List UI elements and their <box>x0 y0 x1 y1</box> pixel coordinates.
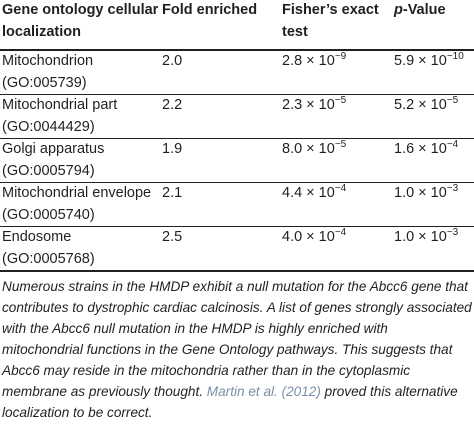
sci-base: 1.0 × 10 <box>394 185 447 201</box>
sci-exp: −3 <box>446 183 459 194</box>
table-row: Mitochondrial envelope (GO:0005740) 2.1 4.4… <box>0 182 474 227</box>
table-row: Mitochondrion (GO:005739) 2.0 2.8 × 10−9 5.9… <box>0 50 474 95</box>
term: Golgi apparatus <box>2 141 105 157</box>
p-cell: 1.0 × 10−3 <box>392 226 474 272</box>
term-cell: Endosome (GO:0005768) <box>0 226 160 272</box>
fold-cell: 2.5 <box>160 226 280 272</box>
sci-base: 2.3 × 10 <box>282 97 335 113</box>
sci-base: 8.0 × 10 <box>282 141 335 157</box>
sci-exp: −4 <box>334 183 347 194</box>
sci-base: 1.0 × 10 <box>394 229 447 245</box>
p-cell: 1.6 × 10−4 <box>392 138 474 183</box>
sci-base: 1.6 × 10 <box>394 141 447 157</box>
go-id: (GO:0044429) <box>2 118 95 135</box>
fold-cell: 2.0 <box>160 50 280 95</box>
sci-exp: −5 <box>446 95 459 106</box>
caption-text-end: proved this alternative localization to … <box>2 384 458 420</box>
header-text: -Value <box>402 2 446 18</box>
term-cell: Mitochondrial envelope (GO:0005740) <box>0 182 160 227</box>
sci-exp: −10 <box>446 51 464 62</box>
fisher-cell: 2.3 × 10−5 <box>280 94 392 139</box>
fisher-cell: 4.0 × 10−4 <box>280 226 392 272</box>
table-row: Golgi apparatus (GO:0005794) 1.9 8.0 × 10−5… <box>0 138 474 183</box>
table-row: Endosome (GO:0005768) 2.5 4.0 × 10−4 1.0 × 1… <box>0 226 474 272</box>
term-cell: Golgi apparatus (GO:0005794) <box>0 138 160 183</box>
header-cell: Gene ontology cellular localization <box>0 0 160 51</box>
sci-exp: −9 <box>334 51 347 62</box>
fold-cell: 2.2 <box>160 94 280 139</box>
term-cell: Mitochondrial part (GO:0044429) <box>0 94 160 139</box>
table-row: Mitochondrial part (GO:0044429) 2.2 2.3 × 1… <box>0 94 474 139</box>
header-cell: Fisher’s exact test <box>280 0 392 51</box>
sci-base: 5.2 × 10 <box>394 97 447 113</box>
go-id: (GO:0005794) <box>2 162 95 179</box>
sci-base: 5.9 × 10 <box>394 53 447 69</box>
header-cell: Fold enriched <box>160 0 280 51</box>
sci-base: 2.8 × 10 <box>282 53 335 69</box>
sci-exp: −3 <box>446 227 459 238</box>
table-body: Mitochondrion (GO:005739) 2.0 2.8 × 10−9 5.9… <box>0 50 474 272</box>
header-italic: p <box>394 2 403 18</box>
go-id: (GO:005739) <box>2 74 87 91</box>
sci-base: 4.4 × 10 <box>282 185 335 201</box>
header-row: Gene ontology cellular localization Fold … <box>0 0 474 51</box>
term: Mitochondrion <box>2 53 94 69</box>
caption: Numerous strains in the HMDP exhibit a n… <box>0 276 474 423</box>
p-cell: 5.9 × 10−10 <box>392 50 474 95</box>
sci-exp: −4 <box>334 227 347 238</box>
term: Mitochondrial part <box>2 97 118 113</box>
term: Endosome <box>2 229 72 245</box>
sci-base: 4.0 × 10 <box>282 229 335 245</box>
header-cell: p-Value <box>392 0 474 51</box>
caption-link[interactable]: Martin et al. (2012) <box>206 384 321 399</box>
fisher-cell: 8.0 × 10−5 <box>280 138 392 183</box>
sci-exp: −4 <box>446 139 459 150</box>
term-cell: Mitochondrion (GO:005739) <box>0 50 160 95</box>
fisher-cell: 2.8 × 10−9 <box>280 50 392 95</box>
go-id: (GO:0005768) <box>2 250 95 267</box>
go-id: (GO:0005740) <box>2 206 95 223</box>
term: Mitochondrial envelope <box>2 185 152 201</box>
sci-exp: −5 <box>334 139 347 150</box>
data-table: Gene ontology cellular localization Fold … <box>0 0 474 272</box>
p-cell: 1.0 × 10−3 <box>392 182 474 227</box>
fisher-cell: 4.4 × 10−4 <box>280 182 392 227</box>
fold-cell: 1.9 <box>160 138 280 183</box>
sci-exp: −5 <box>334 95 347 106</box>
p-cell: 5.2 × 10−5 <box>392 94 474 139</box>
caption-text: Numerous strains in the HMDP exhibit a n… <box>2 279 472 399</box>
fold-cell: 2.1 <box>160 182 280 227</box>
